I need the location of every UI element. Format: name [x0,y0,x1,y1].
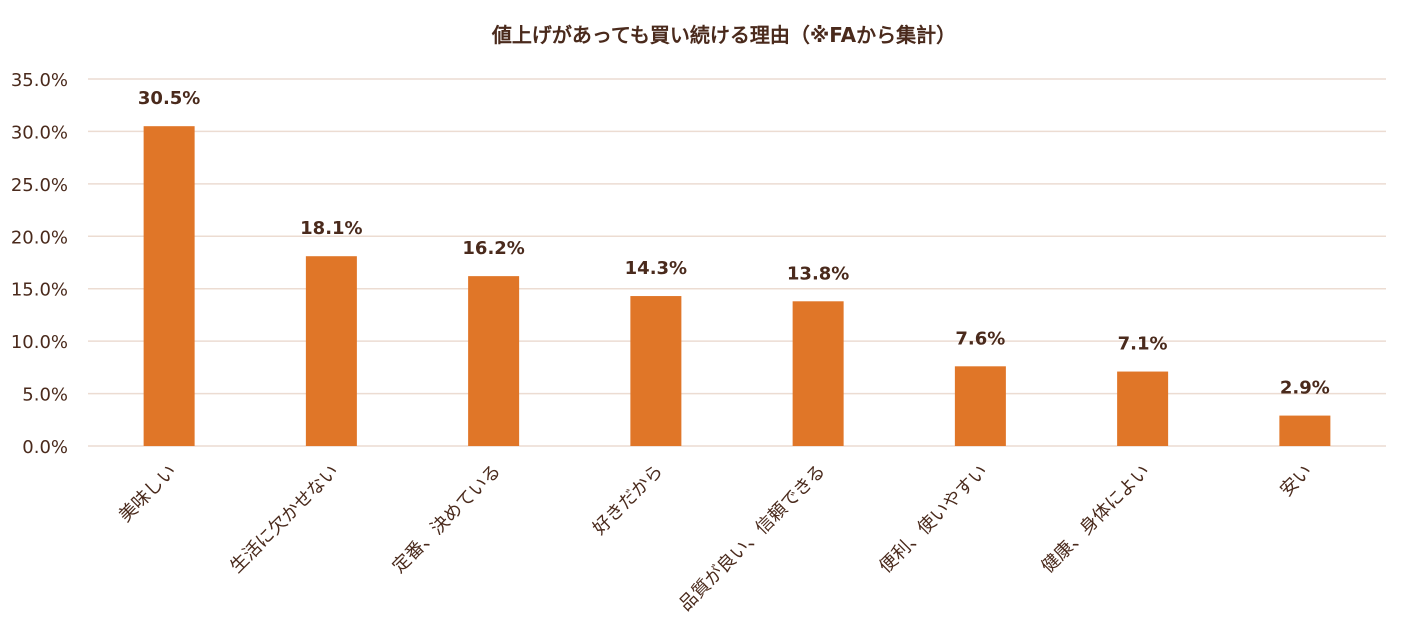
x-tick-label: 便利、使いやすい [875,461,992,578]
bar [954,366,1006,446]
y-tick-label: 0.0% [22,437,68,458]
y-tick-label: 5.0% [22,385,68,406]
x-tick-label: 定番、決めている [388,461,505,578]
data-label: 18.1% [300,218,362,239]
bar [1117,371,1169,446]
x-tick-label: 生活に欠かせない [226,461,343,578]
bar [143,126,195,446]
bar [792,301,844,446]
data-labels: 30.5% 18.1% 16.2% 14.3% 13.8% 7.6% 7.1% 2.9% [138,88,1330,398]
data-label: 7.6% [955,328,1005,349]
data-label: 7.1% [1118,334,1168,355]
y-tick-label: 20.0% [11,227,68,248]
x-tick-label: 品質が良い、信頼できる [675,461,830,616]
y-tick-label: 25.0% [11,175,68,196]
data-label: 30.5% [138,88,200,109]
bar [630,296,682,446]
x-tick-label: 安い [1276,461,1316,501]
bar [305,256,357,446]
x-tick-label: 好きだから [589,461,667,539]
gridlines [88,78,1386,447]
bar [1279,415,1331,446]
x-tick-label: 健康、身体によい [1037,461,1154,578]
bar [468,276,520,446]
data-label: 16.2% [462,238,524,259]
y-tick-label: 15.0% [11,280,68,301]
x-axis-ticks: 美味しい 生活に欠かせない 定番、決めている 好きだから 品質が良い、信頼できる 便利、使… [115,461,1317,616]
y-tick-label: 35.0% [11,70,68,91]
x-tick-label: 美味しい [115,461,181,527]
chart-title: 値上げがあっても買い続ける理由（※FAから集計） [491,23,956,47]
y-tick-label: 10.0% [11,332,68,353]
y-tick-label: 30.0% [11,122,68,143]
data-label: 14.3% [625,258,687,279]
bars [143,126,1331,446]
data-label: 2.9% [1280,378,1330,399]
data-label: 13.8% [787,263,849,284]
y-axis-ticks: 0.0% 5.0% 10.0% 15.0% 20.0% 25.0% 30.0% 35.0% [11,70,68,458]
